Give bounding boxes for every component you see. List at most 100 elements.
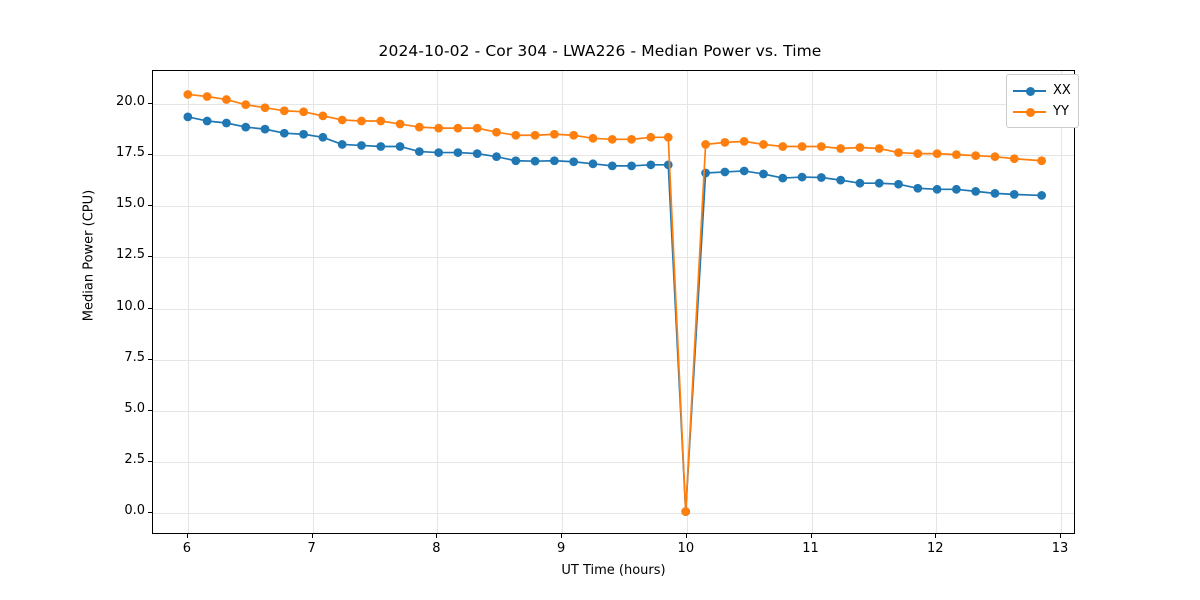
x-axis-tick-label: 13: [1051, 541, 1069, 556]
gridline-vertical: [686, 71, 688, 533]
data-point-marker: [279, 106, 289, 116]
gridline-horizontal: [153, 257, 1074, 259]
data-point-marker: [530, 156, 540, 166]
data-point-marker: [701, 168, 710, 178]
data-point-marker: [357, 141, 366, 150]
legend-item-yy: YY: [1013, 101, 1071, 122]
data-point-marker: [720, 138, 730, 147]
y-axis-label: Median Power (CPU): [81, 189, 97, 322]
y-axis-tick: [148, 358, 152, 360]
data-point-marker: [434, 123, 444, 133]
data-point-marker: [202, 116, 212, 126]
data-point-marker: [569, 130, 579, 140]
x-axis-tick-label: 7: [307, 541, 316, 556]
data-point-marker: [913, 183, 923, 193]
data-point-marker: [932, 184, 942, 194]
data-point-marker: [299, 107, 308, 117]
data-point-marker: [549, 129, 559, 139]
data-point-marker: [971, 151, 981, 161]
series-yy: [183, 90, 1047, 516]
data-point-marker: [472, 149, 482, 158]
y-axis-tick-label: 2.5: [124, 452, 145, 468]
data-point-marker: [836, 175, 846, 185]
y-axis-tick: [148, 205, 152, 207]
gridline-vertical: [187, 71, 189, 533]
data-point-marker: [646, 160, 656, 170]
y-axis-tick-label: 12.5: [116, 247, 145, 263]
data-point-marker: [646, 132, 656, 142]
data-point-marker: [663, 132, 673, 142]
data-point-marker: [337, 140, 347, 149]
data-point-marker: [395, 142, 405, 151]
data-point-marker: [241, 122, 251, 132]
data-point-marker: [530, 130, 540, 140]
data-point-marker: [569, 157, 579, 167]
gridline-horizontal: [153, 206, 1074, 208]
y-axis-tick: [148, 512, 152, 514]
data-point-marker: [816, 142, 826, 151]
data-point-marker: [759, 169, 768, 179]
x-axis-tick: [561, 534, 563, 538]
series-line: [186, 93, 1043, 513]
legend-swatch-yy: [1013, 106, 1046, 118]
data-point-marker: [241, 100, 251, 110]
data-point-marker: [549, 156, 559, 166]
gridline-horizontal: [153, 411, 1074, 413]
data-point-marker: [183, 90, 193, 99]
gridline-vertical: [1061, 71, 1063, 533]
data-point-marker: [511, 130, 521, 140]
gridline-horizontal: [153, 154, 1074, 156]
y-axis-tick: [148, 307, 152, 309]
data-point-marker: [951, 184, 961, 194]
data-point-marker: [778, 142, 788, 151]
gridline-vertical: [562, 71, 564, 533]
data-point-marker: [222, 118, 231, 128]
data-point-marker: [260, 124, 270, 134]
y-axis-tick-label: 17.5: [116, 144, 145, 160]
y-axis-tick: [148, 256, 152, 258]
x-axis-tick: [810, 534, 812, 538]
x-axis-tick-label: 6: [182, 541, 192, 556]
data-point-marker: [701, 140, 710, 149]
y-axis-tick-label: 20.0: [116, 93, 145, 109]
data-point-marker: [395, 119, 405, 129]
y-axis-tick-label: 5.0: [124, 401, 145, 417]
legend: XX YY: [1006, 74, 1079, 128]
data-point-marker: [318, 132, 328, 142]
data-point-marker: [990, 188, 1000, 198]
data-point-marker: [759, 140, 768, 149]
y-axis-tick-label: 7.5: [124, 349, 145, 365]
data-point-marker: [971, 186, 981, 196]
data-point-marker: [607, 161, 617, 171]
data-point-marker: [337, 115, 347, 125]
x-axis-label: UT Time (hours): [561, 563, 666, 578]
x-axis-tick-label: 9: [556, 541, 566, 556]
gridline-vertical: [936, 71, 938, 533]
data-point-marker: [202, 92, 212, 101]
data-point-marker: [739, 166, 749, 176]
data-point-marker: [588, 133, 598, 143]
data-point-marker: [663, 160, 673, 170]
x-axis-tick-label: 8: [432, 541, 441, 556]
data-point-marker: [990, 152, 1000, 162]
data-point-marker: [183, 112, 193, 122]
series-line: [186, 116, 1043, 513]
data-point-marker: [874, 144, 884, 153]
data-point-marker: [913, 149, 923, 158]
y-axis-tick-label: 10.0: [116, 298, 145, 314]
gridline-horizontal: [153, 462, 1074, 464]
data-point-marker: [855, 143, 865, 152]
chart-title: 2024-10-02 - Cor 304 - LWA226 - Median P…: [378, 42, 822, 60]
data-point-marker: [414, 147, 424, 156]
data-point-marker: [299, 129, 308, 139]
legend-swatch-xx: [1013, 85, 1046, 97]
data-point-marker: [453, 123, 463, 133]
data-point-marker: [607, 134, 617, 144]
series-xx: [183, 112, 1047, 516]
data-point-marker: [797, 142, 807, 151]
y-axis-tick-label: 15.0: [116, 196, 145, 212]
x-axis-tick: [311, 534, 313, 538]
data-point-marker: [357, 116, 366, 126]
data-point-marker: [894, 179, 903, 189]
